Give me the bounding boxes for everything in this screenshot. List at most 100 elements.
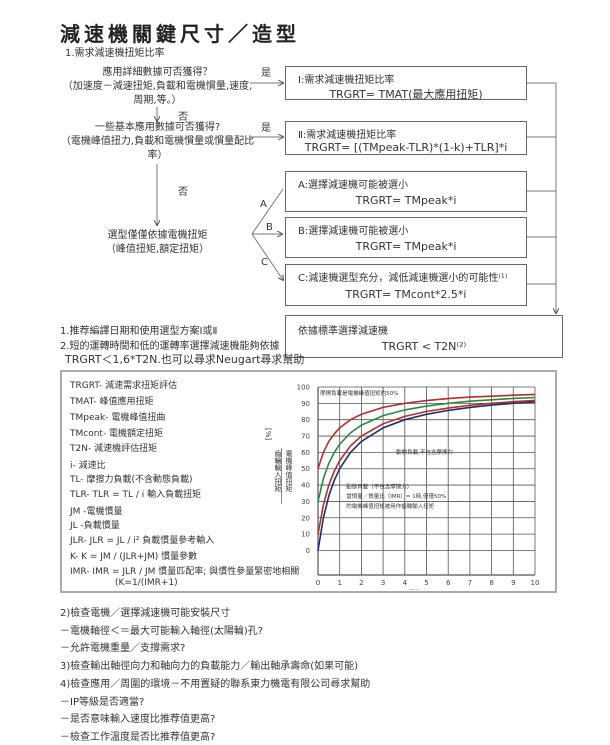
note-3: TRGRT＜1,6*T2N.也可以尋求Neugart尋求幫助: [65, 353, 305, 366]
legend-chart-frame: [60, 370, 557, 593]
x-tick-label: 9: [511, 579, 515, 587]
x-tick-label: 5: [424, 579, 428, 587]
legend-item: TMpeak- 電機峰值扭曲: [70, 413, 166, 423]
legend-item: i- 減速比: [70, 461, 106, 471]
legend-item: TMAT- 峰值應用扭矩: [70, 397, 154, 407]
check-item: －IP等級是否適當?: [60, 696, 145, 708]
y-tick-label: 30: [301, 498, 310, 506]
legend-item: IMR- IMR = JLR / JM 慣量匹配率; 與慣性參量緊密地相關: [70, 567, 300, 577]
page-title: 減速機關鍵尺寸／造型: [60, 22, 300, 46]
legend-item: TRGRT- 減速需求扭矩評估: [70, 381, 178, 391]
legend-item: T2N- 減速機評估扭矩: [70, 444, 158, 454]
x-tick-label: 1: [337, 579, 341, 587]
x-tick-label: 6: [446, 579, 451, 587]
no-label: 否: [178, 187, 188, 198]
q1-line: 應用詳細數據可否獲得？: [102, 67, 213, 78]
x-tick-label: 0: [316, 579, 320, 587]
y-axis-unit: [%]: [264, 428, 272, 441]
imr-torque-chart: 0 1 2 3 4 5 6 7 8 9 100102030405060708090100摩擦負載是電…: [297, 384, 540, 591]
box-formula: TRGRT= TMpeak*i: [355, 194, 457, 207]
legend-item: TLR- TLR = TL / i 輸入負載扭矩: [70, 490, 202, 500]
box-formula: TRGRT < T2N⁽²⁾: [381, 340, 467, 353]
q1-line: 周期,等。）: [133, 95, 182, 106]
box-heading: C:減速機選型充分，減低減速機選小的可能性⁽¹⁾: [298, 273, 508, 284]
y-tick-label: 100: [297, 384, 310, 392]
y-tick-label: 70: [301, 433, 310, 441]
box-option-a: A:選擇減速機可能被選小 TRGRT= TMpeak*i: [285, 171, 527, 212]
note-2: 2.短的運轉時間和低的運轉率選擇減速機能夠依據: [60, 341, 280, 352]
note-1: 1.推荐編譯日期和使用選型方案Ⅰ或Ⅱ: [60, 326, 218, 337]
y-axis-label-bottom: 電機峰值扭矩: [285, 450, 293, 492]
box-final-selection: 依據標準選擇減速機 TRGRT < T2N⁽²⁾: [285, 315, 563, 358]
y-tick-label: 60: [301, 449, 310, 457]
legend-item: (K=1/(IMR+1): [115, 578, 178, 588]
box-option-ii: Ⅱ:需求減速機扭矩比率 TRGRT= [(TMpeak-TLR)*(1-k)+T…: [285, 121, 527, 155]
q2-line: 率）: [147, 150, 168, 161]
chart-annotation: 摩擦負載是電機峰值扭矩的50%: [320, 389, 398, 397]
fork-label-a: A: [260, 199, 267, 210]
question-2: 一些基本應用數據可否獲得? （電機峰值扭力,負載和電機慣量或慣量配比 率）: [55, 121, 260, 163]
box-formula: TRGRT= TMAT(最大應用扭矩): [329, 88, 483, 101]
box-formula: TRGRT= [(TMpeak-TLR)*(1-k)+TLR]*i: [304, 141, 508, 154]
yes-label: 是: [261, 68, 271, 79]
y-tick-label: 80: [301, 416, 310, 424]
y-tick-label: 20: [301, 514, 310, 522]
y-tick-label: 90: [301, 400, 310, 408]
box-formula: TRGRT= TMcont*2.5*i: [345, 288, 467, 301]
series-line-1: [317, 393, 536, 469]
x-tick-label: 7: [468, 579, 472, 587]
series-line-3: [317, 399, 536, 535]
x-tick-label: 8: [489, 579, 493, 587]
fork-label-b: B: [266, 222, 273, 233]
x-axis-label: 慣量比率IMR: [407, 588, 446, 590]
chart-annotation: 動態負載（不包含摩擦力）: [346, 482, 412, 490]
q1-line: （加速度－減速扭矩,負載和電機慣量,速度,: [62, 81, 253, 92]
check-item: 4)檢查應用／周圍的環境－不用置疑的聯系東力機電有限公司尋求幫助: [60, 678, 371, 690]
fork-line-a: [251, 188, 284, 235]
q2-line: （電機峰值扭力,負載和電機慣量或慣量配比: [60, 136, 255, 147]
step-1-heading: 1.需求減速機扭矩比率: [65, 48, 165, 59]
x-tick-label: 10: [531, 579, 540, 587]
check-item: －是否意味輸入速度比推荐值更高?: [60, 714, 216, 726]
chart-annotation: 動態負載,不包含摩擦力: [396, 448, 453, 456]
flowchart-connectors: [0, 0, 610, 370]
y-tick-label: 0: [306, 547, 310, 555]
box-option-b: B:選擇減速機可能被選小 TRGRT= TMpeak*i: [285, 217, 527, 258]
box-heading: A:選擇減速機可能被選小: [298, 180, 409, 191]
legend-item: JM -電機慣量: [70, 507, 123, 517]
x-tick-label: 2: [359, 579, 363, 587]
fork-line-c: [251, 233, 283, 280]
legend-item: TL- 摩擦力負載(不含動態負載): [70, 475, 193, 485]
fork-label-c: C: [261, 257, 268, 268]
check-item: 2)檢查電機／選擇減速機可能安裝尺寸: [60, 608, 231, 619]
box-heading: Ⅱ:需求減速機扭矩比率: [298, 130, 397, 141]
check-item: －允許電機重量／支撐需求?: [60, 643, 186, 655]
q3-line: 選型僅僅依據電機扭矩: [107, 230, 208, 241]
fraction-bar: [281, 448, 282, 504]
box-heading: 依據標準選擇減速機: [298, 326, 388, 337]
q2-line: 一些基本應用數據可否獲得?: [94, 122, 221, 133]
y-tick-label: 40: [301, 482, 310, 490]
box-option-i: Ⅰ:需求減速機扭矩比率 TRGRT= TMAT(最大應用扭矩): [285, 66, 527, 101]
x-tick-label: 4: [403, 579, 408, 587]
box-option-c: C:減速機選型充分，減低減速機選小的可能性⁽¹⁾ TRGRT= TMcont*2…: [285, 264, 527, 306]
question-1: 應用詳細數據可否獲得？ （加速度－減速扭矩,負載和電機慣量,速度, 周期,等。）: [55, 66, 260, 108]
series-line-2: [317, 396, 536, 502]
legend-item: K- K = JM / (JLR+JM) 慣量參數: [70, 552, 198, 562]
y-axis-label-top: 齒輪輸入扭矩: [274, 450, 282, 492]
chart-annotation: 當慣量／質量比（IMR）= 1時,僅僅50%: [346, 492, 446, 500]
question-3: 選型僅僅依據電機扭矩 （峰值扭矩,額定扭矩）: [80, 229, 235, 257]
q3-line: （峰值扭矩,額定扭矩）: [105, 244, 210, 255]
box-formula: TRGRT= TMpeak*i: [355, 240, 457, 253]
yes-label: 是: [261, 123, 271, 134]
check-item: 3)檢查輸出軸徑向力和軸向力的負載能力／輸出軸承壽命(如果可能): [60, 661, 359, 673]
series-line-4: [317, 401, 536, 551]
legend-item: TMcont- 電機額定扭矩: [70, 429, 164, 439]
box-heading: B:選擇減速機可能被選小: [298, 226, 409, 237]
box-heading: Ⅰ:需求減速機扭矩比率: [298, 75, 395, 86]
check-item: －檢查工作溫度是否比推荐值更高?: [60, 731, 216, 743]
check-item: －電機軸徑＜＝最大可能輸入軸徑(太陽輪)孔?: [60, 625, 264, 637]
x-tick-label: 3: [381, 579, 385, 587]
legend-item: JLR- JLR = JL / i² 負載慣量參考輸入: [70, 536, 215, 546]
